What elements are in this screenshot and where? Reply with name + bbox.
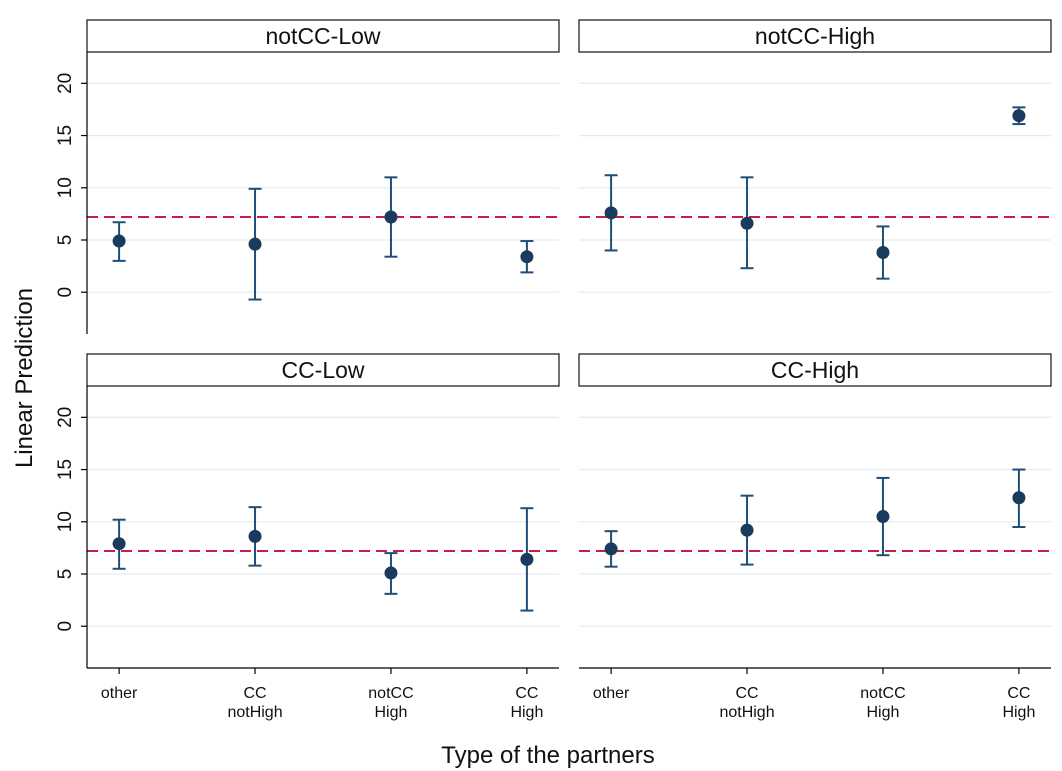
x-tick-label: High bbox=[375, 704, 408, 721]
y-tick-label: 0 bbox=[55, 621, 76, 632]
panel-header-cc-low bbox=[86, 353, 560, 387]
data-point bbox=[112, 234, 126, 248]
panel-title-notcc-high: notCC-High bbox=[755, 23, 875, 49]
x-tick-label: notHigh bbox=[719, 704, 774, 721]
y-tick-label: 15 bbox=[55, 459, 76, 480]
x-tick-label: CC bbox=[735, 685, 758, 702]
x-tick-label: CC bbox=[1007, 685, 1030, 702]
data-point bbox=[1012, 109, 1026, 123]
data-point bbox=[384, 566, 398, 580]
data-point bbox=[1012, 491, 1026, 505]
x-tick-label: notCC bbox=[368, 685, 413, 702]
y-tick-label: 20 bbox=[55, 73, 76, 94]
x-axis-label: Type of the partners bbox=[441, 742, 654, 769]
x-tick-label: High bbox=[510, 704, 543, 721]
data-point bbox=[876, 246, 890, 260]
data-point bbox=[876, 510, 890, 524]
data-point bbox=[248, 529, 262, 543]
x-tick-label: CC bbox=[515, 685, 538, 702]
data-point bbox=[520, 250, 534, 264]
x-tick-label: other bbox=[101, 685, 138, 702]
y-tick-label: 0 bbox=[55, 287, 76, 298]
y-tick-label: 5 bbox=[55, 569, 76, 580]
panel-header-notcc-low bbox=[86, 19, 560, 53]
data-point bbox=[740, 523, 754, 537]
panel-title-notcc-low: notCC-Low bbox=[265, 23, 380, 49]
x-tick-label: notCC bbox=[860, 685, 905, 702]
data-point bbox=[520, 552, 534, 566]
panel-header-notcc-high bbox=[578, 19, 1052, 53]
data-point bbox=[248, 237, 262, 251]
y-tick-label: 15 bbox=[55, 125, 76, 146]
panel-title-cc-low: CC-Low bbox=[281, 357, 364, 383]
x-tick-label: CC bbox=[243, 685, 266, 702]
data-point bbox=[112, 537, 126, 551]
y-tick-label: 20 bbox=[55, 407, 76, 428]
panel-header-cc-high bbox=[578, 353, 1052, 387]
data-point bbox=[604, 206, 618, 220]
x-tick-label: High bbox=[867, 704, 900, 721]
y-axis-label: Linear Prediction bbox=[11, 288, 38, 468]
x-tick-label: High bbox=[1002, 704, 1035, 721]
y-tick-label: 5 bbox=[55, 235, 76, 246]
data-point bbox=[740, 216, 754, 230]
panel-title-cc-high: CC-High bbox=[771, 357, 859, 383]
x-tick-label: other bbox=[593, 685, 630, 702]
y-tick-label: 10 bbox=[55, 177, 76, 198]
x-tick-label: notHigh bbox=[227, 704, 282, 721]
y-tick-label: 10 bbox=[55, 511, 76, 532]
data-point bbox=[604, 542, 618, 556]
data-point bbox=[384, 210, 398, 224]
